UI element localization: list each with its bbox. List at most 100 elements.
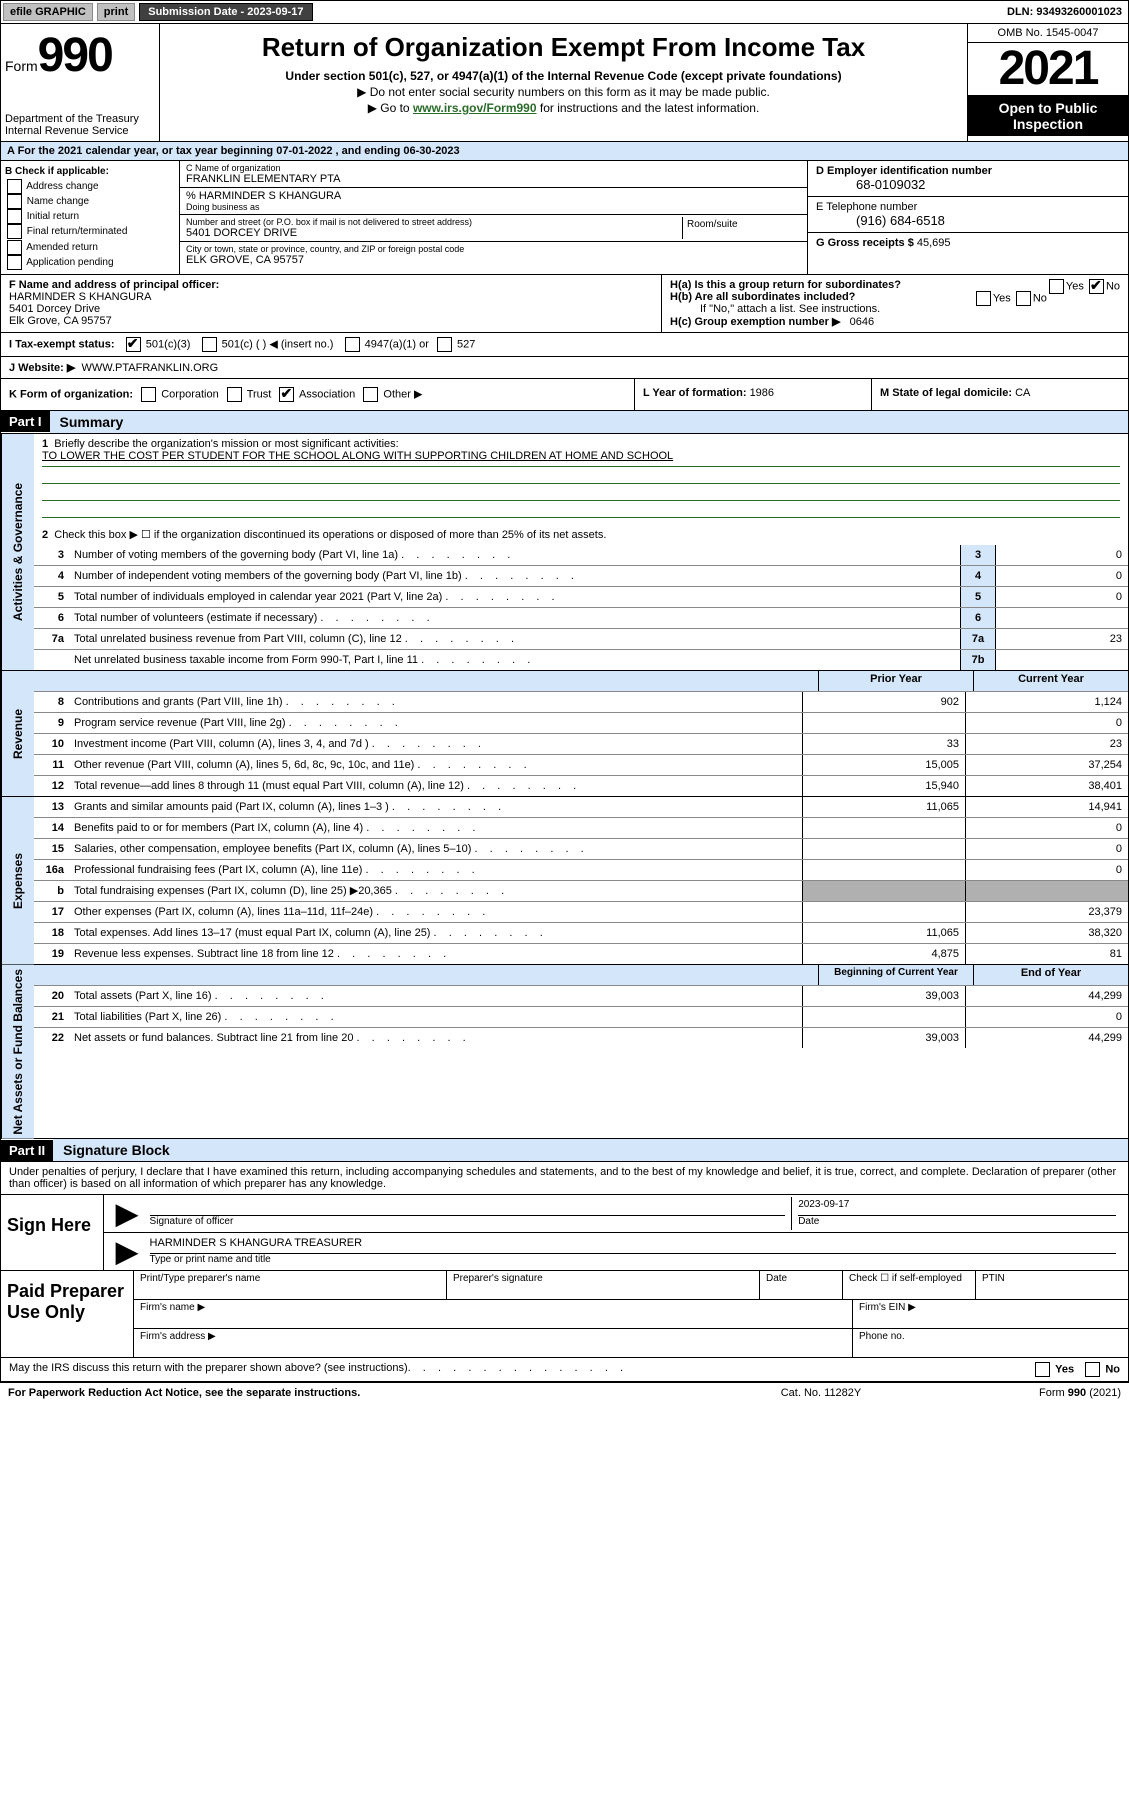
section-i: I Tax-exempt status: 501(c)(3) 501(c) ( … bbox=[0, 333, 1129, 357]
form-subtitle: Under section 501(c), 527, or 4947(a)(1)… bbox=[164, 69, 963, 83]
officer-printed-name: HARMINDER S KHANGURA TREASURER bbox=[150, 1237, 1116, 1254]
ha-no-checkbox[interactable] bbox=[1089, 279, 1104, 294]
care-of: % HARMINDER S KHANGURA bbox=[186, 190, 801, 202]
revenue-vlabel: Revenue bbox=[1, 671, 34, 796]
arrow-icon: ▶ bbox=[110, 1235, 144, 1268]
summary-row: 21Total liabilities (Part X, line 26) 0 bbox=[34, 1007, 1128, 1028]
expenses-section: Expenses 13Grants and similar amounts pa… bbox=[0, 797, 1129, 965]
application-pending-checkbox[interactable] bbox=[7, 255, 22, 270]
year-formation: 1986 bbox=[750, 387, 774, 399]
trust-checkbox[interactable] bbox=[227, 387, 242, 402]
section-b: B Check if applicable: Address change Na… bbox=[1, 161, 180, 274]
state-domicile: CA bbox=[1015, 387, 1030, 399]
summary-row: 6Total number of volunteers (estimate if… bbox=[34, 608, 1128, 629]
501c3-checkbox[interactable] bbox=[126, 337, 141, 352]
officer-name: HARMINDER S KHANGURA bbox=[9, 291, 653, 303]
summary-row: 10Investment income (Part VIII, column (… bbox=[34, 734, 1128, 755]
summary-row: 17Other expenses (Part IX, column (A), l… bbox=[34, 902, 1128, 923]
summary-row: 5Total number of individuals employed in… bbox=[34, 587, 1128, 608]
4947-checkbox[interactable] bbox=[345, 337, 360, 352]
corporation-checkbox[interactable] bbox=[141, 387, 156, 402]
phone-value: (916) 684-6518 bbox=[816, 213, 1120, 228]
room-suite-label: Room/suite bbox=[683, 217, 801, 239]
footer: For Paperwork Reduction Act Notice, see … bbox=[0, 1382, 1129, 1403]
final-return-checkbox[interactable] bbox=[7, 224, 22, 239]
signature-intro: Under penalties of perjury, I declare th… bbox=[0, 1162, 1129, 1195]
form-number: Form990 bbox=[5, 28, 155, 83]
name-change-checkbox[interactable] bbox=[7, 194, 22, 209]
discuss-yes-checkbox[interactable] bbox=[1035, 1362, 1050, 1377]
summary-row: 9Program service revenue (Part VIII, lin… bbox=[34, 713, 1128, 734]
hb-no-checkbox[interactable] bbox=[1016, 291, 1031, 306]
topbar: efile GRAPHIC print Submission Date - 20… bbox=[0, 0, 1129, 24]
irs-label: Internal Revenue Service bbox=[5, 125, 155, 137]
org-name: FRANKLIN ELEMENTARY PTA bbox=[186, 173, 801, 185]
netassets-vlabel: Net Assets or Fund Balances bbox=[1, 965, 34, 1139]
initial-return-checkbox[interactable] bbox=[7, 209, 22, 224]
form-title: Return of Organization Exempt From Incom… bbox=[164, 32, 963, 63]
other-checkbox[interactable] bbox=[363, 387, 378, 402]
summary-row: bTotal fundraising expenses (Part IX, co… bbox=[34, 881, 1128, 902]
submission-date-button[interactable]: Submission Date - 2023-09-17 bbox=[139, 3, 312, 21]
section-klm: K Form of organization: Corporation Trus… bbox=[0, 379, 1129, 411]
form-header: Form990 Department of the Treasury Inter… bbox=[0, 24, 1129, 142]
section-d: D Employer identification number 68-0109… bbox=[807, 161, 1128, 274]
officer-addr1: 5401 Dorcey Drive bbox=[9, 303, 653, 315]
gross-receipts-value: 45,695 bbox=[917, 237, 951, 249]
amended-return-checkbox[interactable] bbox=[7, 240, 22, 255]
arrow-icon: ▶ bbox=[110, 1197, 144, 1230]
section-c: C Name of organization FRANKLIN ELEMENTA… bbox=[180, 161, 807, 274]
city-state-zip: ELK GROVE, CA 95757 bbox=[186, 254, 801, 266]
association-checkbox[interactable] bbox=[279, 387, 294, 402]
section-bcd: B Check if applicable: Address change Na… bbox=[0, 161, 1129, 275]
sign-here-block: Sign Here ▶ Signature of officer 2023-09… bbox=[0, 1195, 1129, 1271]
part1-header: Part I Summary bbox=[0, 411, 1129, 434]
summary-row: 4Number of independent voting members of… bbox=[34, 566, 1128, 587]
summary-row: 20Total assets (Part X, line 16) 39,0034… bbox=[34, 986, 1128, 1007]
sig-date-value: 2023-09-17 bbox=[798, 1199, 1116, 1216]
summary-row: 11Other revenue (Part VIII, column (A), … bbox=[34, 755, 1128, 776]
netassets-section: Net Assets or Fund Balances Beginning of… bbox=[0, 965, 1129, 1140]
form-note2: ▶ Go to www.irs.gov/Form990 for instruct… bbox=[164, 101, 963, 115]
department-label: Department of the Treasury bbox=[5, 113, 155, 125]
summary-row: 12Total revenue—add lines 8 through 11 (… bbox=[34, 776, 1128, 796]
summary-row: 15Salaries, other compensation, employee… bbox=[34, 839, 1128, 860]
summary-row: 18Total expenses. Add lines 13–17 (must … bbox=[34, 923, 1128, 944]
open-inspection-label: Open to Public Inspection bbox=[968, 96, 1128, 136]
summary-row: 7aTotal unrelated business revenue from … bbox=[34, 629, 1128, 650]
print-button[interactable]: print bbox=[97, 3, 135, 21]
summary-row: 22Net assets or fund balances. Subtract … bbox=[34, 1028, 1128, 1048]
irs-discuss-row: May the IRS discuss this return with the… bbox=[0, 1358, 1129, 1382]
mission-text: TO LOWER THE COST PER STUDENT FOR THE SC… bbox=[42, 450, 1120, 467]
tax-year: 2021 bbox=[968, 43, 1128, 96]
summary-row: 14Benefits paid to or for members (Part … bbox=[34, 818, 1128, 839]
hb-yes-checkbox[interactable] bbox=[976, 291, 991, 306]
omb-number: OMB No. 1545-0047 bbox=[968, 24, 1128, 43]
501c-checkbox[interactable] bbox=[202, 337, 217, 352]
officer-addr2: Elk Grove, CA 95757 bbox=[9, 315, 653, 327]
summary-row: 8Contributions and grants (Part VIII, li… bbox=[34, 692, 1128, 713]
expenses-vlabel: Expenses bbox=[1, 797, 34, 964]
discuss-no-checkbox[interactable] bbox=[1085, 1362, 1100, 1377]
street-address: 5401 DORCEY DRIVE bbox=[186, 227, 682, 239]
527-checkbox[interactable] bbox=[437, 337, 452, 352]
irs-link[interactable]: www.irs.gov/Form990 bbox=[413, 101, 537, 115]
governance-vlabel: Activities & Governance bbox=[1, 434, 34, 670]
tax-period-row: A For the 2021 calendar year, or tax yea… bbox=[0, 142, 1129, 161]
dln-label: DLN: 93493260001023 bbox=[1007, 6, 1128, 18]
summary-row: 16aProfessional fundraising fees (Part I… bbox=[34, 860, 1128, 881]
paid-preparer-block: Paid Preparer Use Only Print/Type prepar… bbox=[0, 1271, 1129, 1358]
ha-yes-checkbox[interactable] bbox=[1049, 279, 1064, 294]
summary-row: 13Grants and similar amounts paid (Part … bbox=[34, 797, 1128, 818]
ein-value: 68-0109032 bbox=[816, 177, 1120, 192]
summary-row: Net unrelated business taxable income fr… bbox=[34, 650, 1128, 670]
form-note1: ▶ Do not enter social security numbers o… bbox=[164, 85, 963, 99]
efile-button[interactable]: efile GRAPHIC bbox=[3, 3, 93, 21]
summary-row: 19Revenue less expenses. Subtract line 1… bbox=[34, 944, 1128, 964]
summary-row: 3Number of voting members of the governi… bbox=[34, 545, 1128, 566]
section-j: J Website: ▶ WWW.PTAFRANKLIN.ORG bbox=[0, 357, 1129, 379]
revenue-section: Revenue Prior Year Current Year 8Contrib… bbox=[0, 671, 1129, 797]
part2-header: Part II Signature Block bbox=[0, 1139, 1129, 1162]
group-exemption-value: 0646 bbox=[850, 316, 874, 328]
address-change-checkbox[interactable] bbox=[7, 179, 22, 194]
